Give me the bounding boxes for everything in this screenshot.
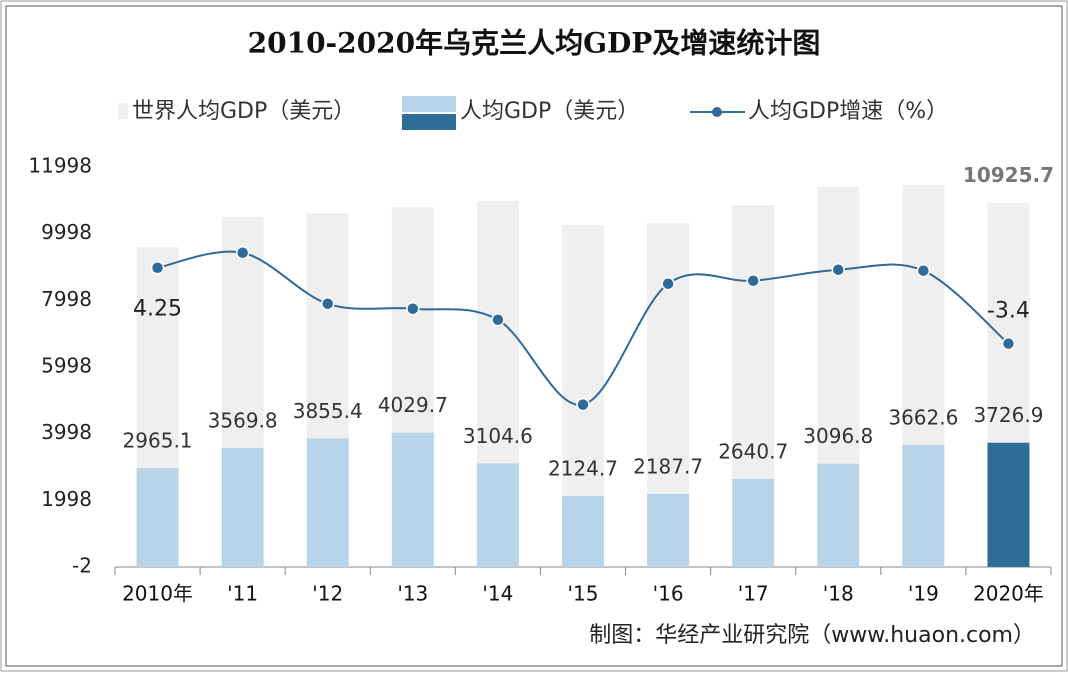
bar: [562, 496, 604, 567]
x-tick-label: '13: [397, 582, 428, 606]
y-tick-label: 3998: [41, 420, 92, 444]
data-label: 3726.9: [973, 403, 1043, 427]
x-tick-label: '19: [908, 582, 939, 606]
y-tick-label: 1998: [41, 487, 92, 511]
line-marker: [746, 273, 760, 288]
data-label: 3104.6: [463, 424, 533, 448]
data-label: 4.25: [133, 297, 182, 322]
data-label: 2965.1: [123, 429, 193, 453]
data-label: 4029.7: [378, 393, 448, 417]
data-label: 2124.7: [548, 457, 618, 481]
legend: 世界人均GDP（美元） 人均GDP（美元） 人均GDP增速（%）: [118, 96, 948, 130]
data-label: 2640.7: [718, 439, 788, 463]
line-marker: [150, 260, 165, 275]
legend-swatch: [402, 96, 456, 112]
bar: [732, 478, 775, 567]
legend-label: 世界人均GDP（美元）: [132, 99, 355, 124]
line-marker: [1001, 336, 1016, 351]
bar: [391, 432, 434, 567]
bar: [902, 444, 945, 567]
line-marker: [491, 313, 505, 327]
inner-frame: [5, 5, 1063, 667]
line-marker: [916, 263, 931, 278]
y-tick-label: -2: [72, 554, 92, 578]
data-label: 3662.6: [888, 405, 958, 429]
x-tick-label: '14: [482, 582, 513, 606]
x-tick-label: 2020年: [973, 582, 1044, 606]
line-marker: [406, 301, 420, 316]
x-tick-label: '18: [823, 582, 854, 606]
bar: [306, 438, 349, 567]
bar: [476, 463, 519, 567]
chart-title: 2010-2020年乌克兰人均GDP及增速统计图: [248, 27, 821, 60]
y-tick-label: 7998: [41, 287, 92, 311]
line-marker: [576, 397, 590, 412]
data-label: 2187.7: [633, 455, 703, 479]
data-label: 3855.4: [293, 399, 363, 423]
line-marker: [320, 297, 335, 311]
y-tick-label: 9998: [41, 220, 92, 244]
data-label: 3096.8: [803, 424, 873, 448]
legend-label: 人均GDP（美元）: [460, 99, 639, 124]
x-tick-label: '17: [738, 582, 769, 606]
x-tick-label: '11: [227, 582, 258, 606]
line-marker: [661, 276, 675, 291]
legend-label: 人均GDP增速（%）: [748, 99, 948, 124]
x-tick-label: 2010年: [122, 582, 193, 606]
bar: [136, 468, 179, 567]
legend-swatch: [402, 114, 456, 130]
x-tick-label: '12: [312, 582, 343, 606]
x-tick-label: '15: [568, 582, 599, 606]
source-note: 制图：华经产业研究院（www.huaon.com）: [589, 623, 1035, 648]
bar: [221, 447, 264, 567]
y-tick-label: 11998: [28, 154, 92, 178]
y-tick-label: 5998: [41, 354, 92, 378]
line-marker: [831, 262, 846, 277]
legend-marker: [712, 107, 722, 117]
bar: [647, 494, 690, 567]
x-tick-label: '16: [653, 582, 684, 606]
legend-swatch: [118, 103, 128, 119]
data-label: 10925.7: [963, 163, 1054, 187]
data-label: 3569.8: [208, 408, 278, 432]
data-label: -3.4: [987, 299, 1030, 324]
bar: [987, 442, 1030, 567]
bar: [817, 463, 860, 567]
line-marker: [235, 246, 250, 260]
